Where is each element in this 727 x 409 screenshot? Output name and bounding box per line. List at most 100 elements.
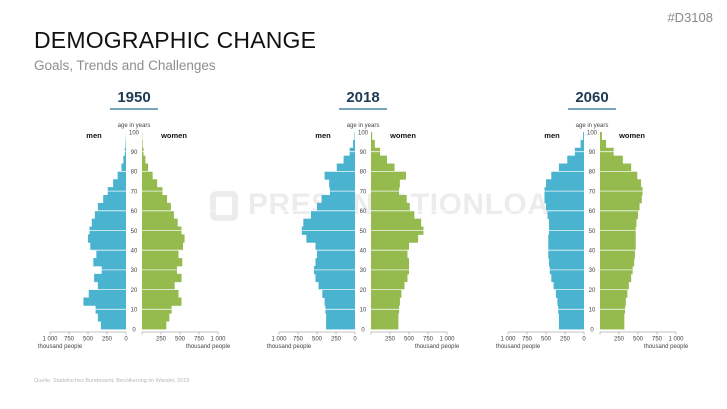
women-bar-age-24 <box>600 273 632 283</box>
age-tick-80: 80 <box>131 170 138 176</box>
x-tick-label-7: 750 <box>194 337 205 343</box>
women-label: women <box>389 131 416 140</box>
pyramid-2060: 2060 age in years men women 0 10 20 30 40 50 60 70 8… <box>496 89 689 350</box>
age-tick-70: 70 <box>131 189 138 195</box>
women-bar-age-60 <box>142 202 171 212</box>
age-tick-90: 90 <box>360 150 367 156</box>
chart-title: 2060 <box>575 89 608 106</box>
slide-code: #D3108 <box>667 10 713 25</box>
age-tick-60: 60 <box>589 209 596 215</box>
men-bar-age-12 <box>557 297 584 306</box>
men-bar-age-80 <box>336 163 355 172</box>
x-tick-label-1: 750 <box>64 337 75 343</box>
women-bar-age-36 <box>142 250 179 259</box>
women-bar-age-0 <box>371 321 399 330</box>
men-bar-age-16 <box>322 289 355 298</box>
women-bar-age-4 <box>600 313 625 322</box>
age-tick-30: 30 <box>360 268 367 274</box>
men-bar-age-16 <box>555 289 584 298</box>
men-bar-age-80 <box>558 163 584 172</box>
x-tick-label-2: 500 <box>83 337 94 343</box>
women-bar-age-12 <box>600 297 626 306</box>
women-bar-age-12 <box>142 297 182 306</box>
men-bar-age-24 <box>94 273 126 283</box>
age-tick-10: 10 <box>360 308 367 314</box>
women-bar-age-16 <box>371 289 402 298</box>
men-bar-age-32 <box>93 258 126 267</box>
women-bar-age-16 <box>600 289 628 298</box>
women-bar-age-44 <box>371 234 419 243</box>
age-tick-10: 10 <box>589 308 596 314</box>
women-bar-age-16 <box>142 289 179 298</box>
men-bar-age-12 <box>324 297 355 306</box>
age-tick-60: 60 <box>360 209 367 215</box>
women-bar-age-80 <box>142 163 149 172</box>
age-axis-label: age in years <box>347 123 380 129</box>
age-tick-90: 90 <box>131 150 138 156</box>
x-tick-label-1: 750 <box>293 337 304 343</box>
women-bar-age-92 <box>371 139 375 149</box>
women-bar-age-24 <box>371 273 408 283</box>
women-bar-age-40 <box>371 242 409 251</box>
men-bar-age-64 <box>103 195 126 204</box>
women-bar-age-80 <box>600 163 632 172</box>
x-tick-label-3: 250 <box>560 337 571 343</box>
age-tick-30: 30 <box>131 268 138 274</box>
men-bar-age-56 <box>94 210 126 220</box>
age-tick-70: 70 <box>360 189 367 195</box>
women-bar-age-0 <box>142 321 167 330</box>
men-bar-age-80 <box>121 163 126 172</box>
men-bar-age-60 <box>97 202 126 212</box>
x-tick-label-5: 250 <box>385 337 396 343</box>
women-bar-age-80 <box>371 163 395 172</box>
x-tick-label-8: 1 000 <box>668 337 684 343</box>
men-bar-age-60 <box>317 202 355 212</box>
women-bar-age-32 <box>142 258 183 267</box>
men-bar-age-40 <box>315 242 355 251</box>
men-label: men <box>544 131 560 140</box>
age-tick-50: 50 <box>131 229 138 235</box>
x-tick-label-4: 0 <box>353 337 357 343</box>
men-bar-age-76 <box>551 171 584 180</box>
men-bar-age-24 <box>551 273 584 283</box>
men-bar-age-96 <box>583 132 584 141</box>
x-tick-label-2: 500 <box>312 337 323 343</box>
x-tick-label-3: 250 <box>102 337 113 343</box>
men-bar-age-0 <box>326 321 355 330</box>
age-tick-20: 20 <box>360 288 367 294</box>
men-bar-age-72 <box>329 179 355 188</box>
men-bar-age-52 <box>91 218 126 227</box>
men-bar-age-44 <box>548 234 584 243</box>
women-bar-age-4 <box>371 313 399 322</box>
x-tick-label-8: 1 000 <box>439 337 455 343</box>
women-bar-age-84 <box>371 155 387 164</box>
x-unit-label-men: thousand people <box>267 344 312 350</box>
men-bar-age-84 <box>343 155 355 164</box>
age-tick-40: 40 <box>131 249 138 255</box>
men-bar-age-76 <box>324 171 355 180</box>
chart-title: 2018 <box>346 89 379 106</box>
men-label: men <box>86 131 102 140</box>
women-bar-age-20 <box>371 281 405 290</box>
x-unit-label-women: thousand people <box>186 344 231 350</box>
men-bar-age-36 <box>96 250 126 259</box>
men-bar-age-64 <box>544 195 584 204</box>
age-tick-100: 100 <box>129 130 140 136</box>
men-bar-age-44 <box>88 234 126 243</box>
women-bar-age-64 <box>600 195 642 204</box>
x-tick-label-2: 500 <box>541 337 552 343</box>
women-bar-age-40 <box>600 242 636 251</box>
x-tick-label-7: 750 <box>423 337 434 343</box>
age-tick-0: 0 <box>132 327 136 333</box>
women-bar-age-52 <box>600 218 637 227</box>
women-bar-age-56 <box>371 210 415 220</box>
men-bar-age-12 <box>83 297 126 306</box>
age-tick-80: 80 <box>360 170 367 176</box>
men-bar-age-84 <box>123 155 126 164</box>
women-bar-age-44 <box>600 234 636 243</box>
women-label: women <box>618 131 645 140</box>
age-tick-100: 100 <box>587 130 598 136</box>
chart-title: 1950 <box>117 89 150 106</box>
men-bar-age-16 <box>88 289 126 298</box>
women-bar-age-52 <box>371 218 422 227</box>
